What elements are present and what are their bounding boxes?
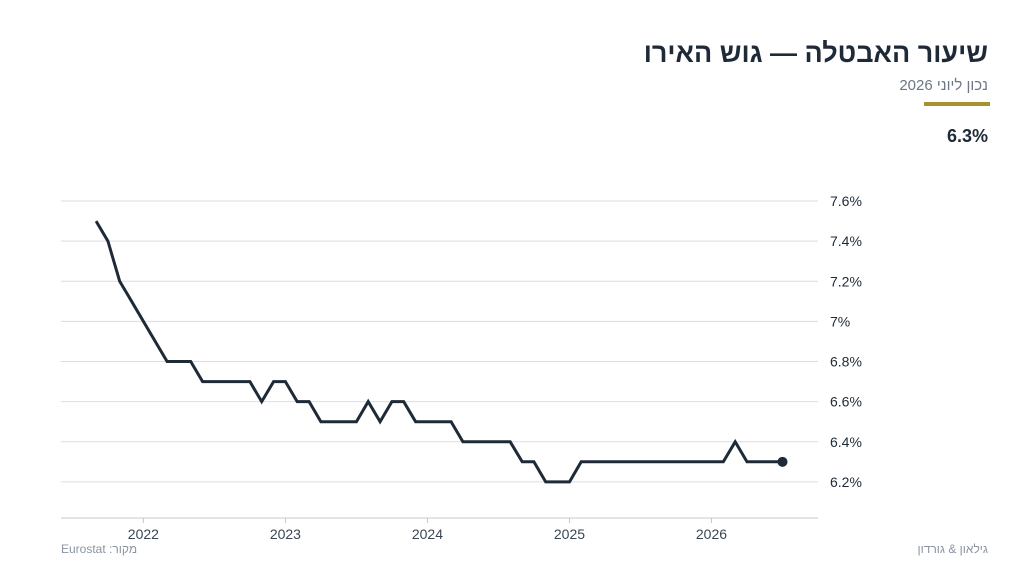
y-tick-label: 6.4% (830, 434, 862, 450)
headline-value: 6.3% (946, 126, 988, 146)
accent-rule (924, 102, 990, 106)
x-tick-label: 2024 (412, 526, 443, 542)
chart-subtitle: נכון ליוני 2026 (899, 77, 988, 94)
y-tick-label: 6.2% (830, 474, 862, 490)
y-tick-label: 7% (830, 313, 850, 329)
y-tick-label: 6.6% (830, 394, 862, 410)
y-tick-label: 7.6% (830, 193, 862, 209)
y-tick-label: 7.2% (830, 273, 862, 289)
x-tick-label: 2022 (128, 526, 159, 542)
brand-credit: גילאון & גורדון (917, 542, 988, 556)
series-line (94, 220, 783, 484)
x-tick-label: 2025 (554, 526, 585, 542)
chart-title: שיעור האבטלה — גוש האירו (643, 38, 988, 68)
x-tick-label: 2023 (270, 526, 301, 542)
y-tick-label: 7.4% (830, 233, 862, 249)
x-tick-label: 2026 (696, 526, 727, 542)
y-tick-label: 6.8% (830, 354, 862, 370)
source-note: מקור: Eurostat (61, 542, 138, 556)
end-point-marker (777, 456, 788, 467)
